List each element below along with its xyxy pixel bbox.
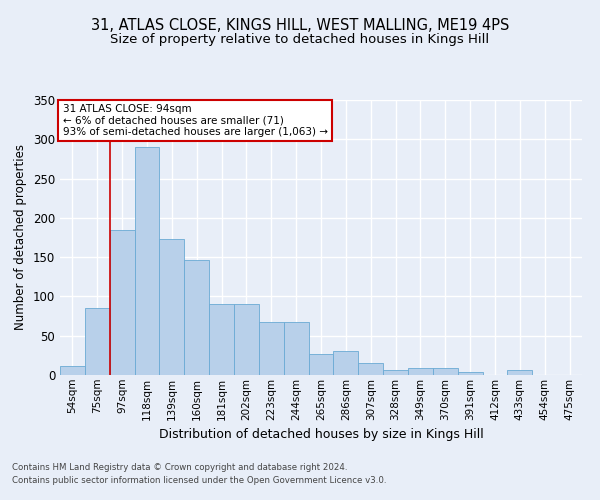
Bar	[134, 147, 160, 375]
Bar	[308, 354, 334, 375]
Bar	[259, 322, 284, 375]
Bar	[383, 370, 408, 375]
Bar	[209, 304, 234, 375]
Bar	[358, 363, 383, 375]
Bar	[85, 308, 110, 375]
Bar	[334, 352, 358, 375]
Text: Contains public sector information licensed under the Open Government Licence v3: Contains public sector information licen…	[12, 476, 386, 485]
Bar	[408, 368, 433, 375]
Bar	[458, 372, 482, 375]
Bar	[508, 370, 532, 375]
Y-axis label: Number of detached properties: Number of detached properties	[14, 144, 28, 330]
Bar	[110, 230, 134, 375]
Text: Contains HM Land Registry data © Crown copyright and database right 2024.: Contains HM Land Registry data © Crown c…	[12, 464, 347, 472]
Text: 31 ATLAS CLOSE: 94sqm
← 6% of detached houses are smaller (71)
93% of semi-detac: 31 ATLAS CLOSE: 94sqm ← 6% of detached h…	[62, 104, 328, 138]
X-axis label: Distribution of detached houses by size in Kings Hill: Distribution of detached houses by size …	[158, 428, 484, 441]
Bar	[284, 322, 308, 375]
Bar	[60, 366, 85, 375]
Bar	[184, 260, 209, 375]
Bar	[160, 239, 184, 375]
Text: Size of property relative to detached houses in Kings Hill: Size of property relative to detached ho…	[110, 32, 490, 46]
Text: 31, ATLAS CLOSE, KINGS HILL, WEST MALLING, ME19 4PS: 31, ATLAS CLOSE, KINGS HILL, WEST MALLIN…	[91, 18, 509, 32]
Bar	[433, 368, 458, 375]
Bar	[234, 304, 259, 375]
